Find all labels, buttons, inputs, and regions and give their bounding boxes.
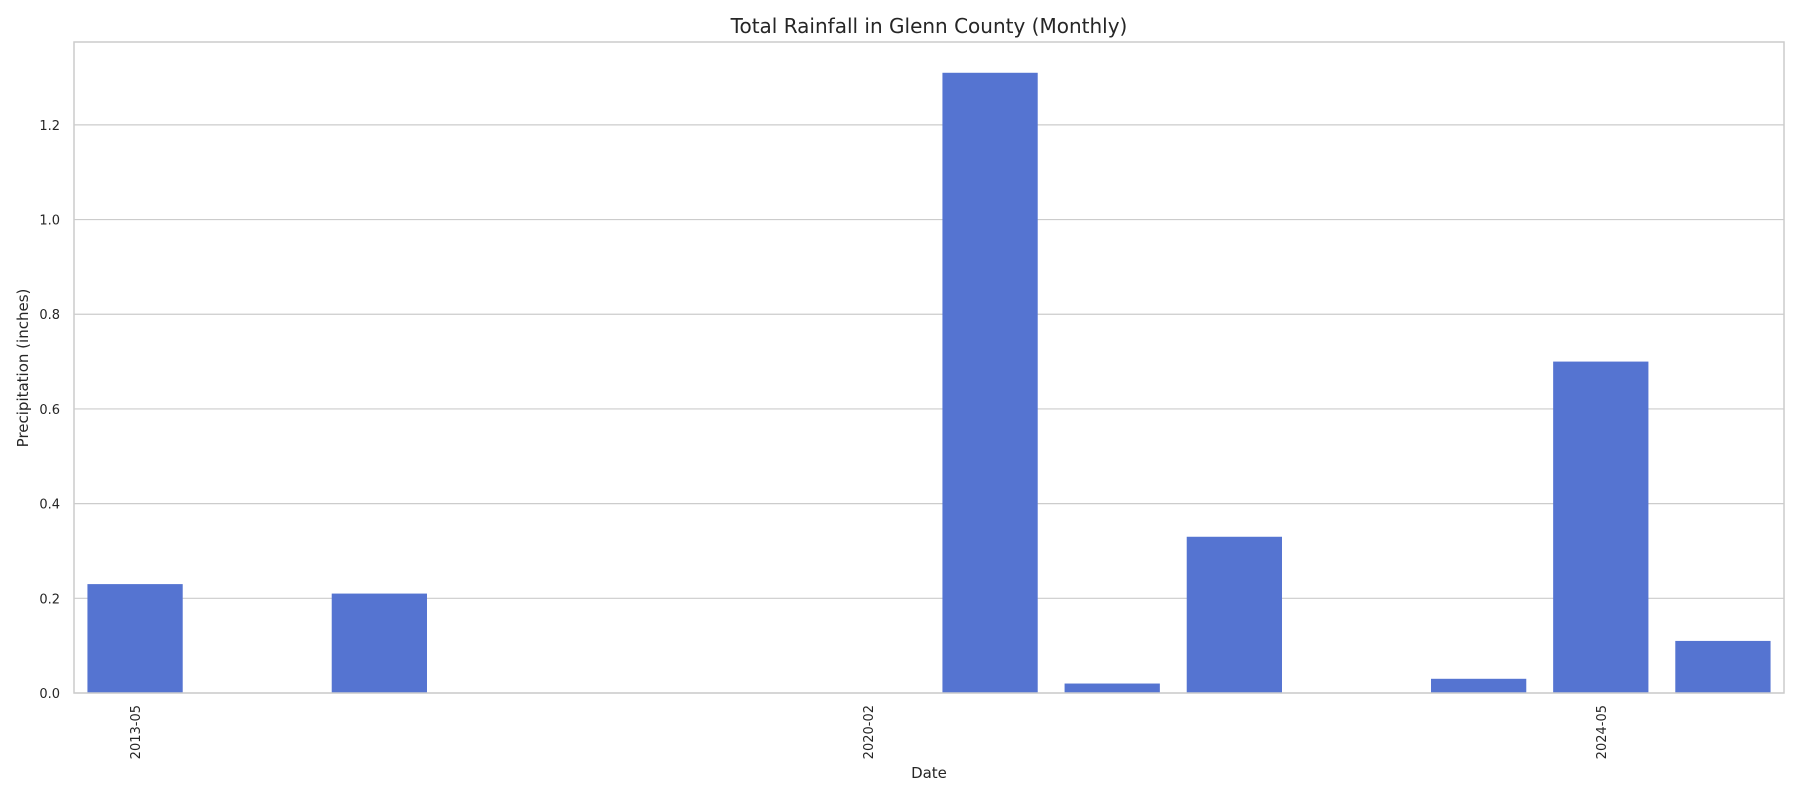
y-tick-label: 0.2 xyxy=(39,592,60,607)
y-tick-label: 1.2 xyxy=(39,119,60,134)
x-tick-label: 2013-05 xyxy=(129,705,144,759)
x-axis-label: Date xyxy=(911,764,947,782)
bar xyxy=(1064,683,1160,693)
y-tick-label: 0.4 xyxy=(39,498,60,513)
y-tick-label: 1.0 xyxy=(39,214,60,229)
gridlines xyxy=(74,124,1784,694)
y-tick-label: 0.6 xyxy=(39,403,60,418)
x-axis-ticks: 2013-05 2020-02 2024-05 xyxy=(129,705,1610,759)
y-tick-label: 0.0 xyxy=(39,687,60,702)
y-axis-ticks: 0.0 0.2 0.4 0.6 0.8 1.0 1.2 xyxy=(39,119,60,702)
bar xyxy=(1553,361,1649,693)
y-axis-label: Precipitation (inches) xyxy=(14,289,32,448)
bars-group xyxy=(87,72,1771,694)
plot-frame xyxy=(73,41,1785,694)
x-tick-label: 2024-05 xyxy=(1595,705,1610,759)
bar xyxy=(1431,678,1527,693)
bar xyxy=(1186,536,1282,693)
bar xyxy=(87,584,183,693)
bar xyxy=(1675,640,1771,693)
x-tick-label: 2020-02 xyxy=(862,705,877,759)
chart-title: Total Rainfall in Glenn County (Monthly) xyxy=(730,14,1128,38)
bar xyxy=(331,593,427,693)
y-tick-label: 0.8 xyxy=(39,308,60,323)
bar xyxy=(942,72,1038,694)
